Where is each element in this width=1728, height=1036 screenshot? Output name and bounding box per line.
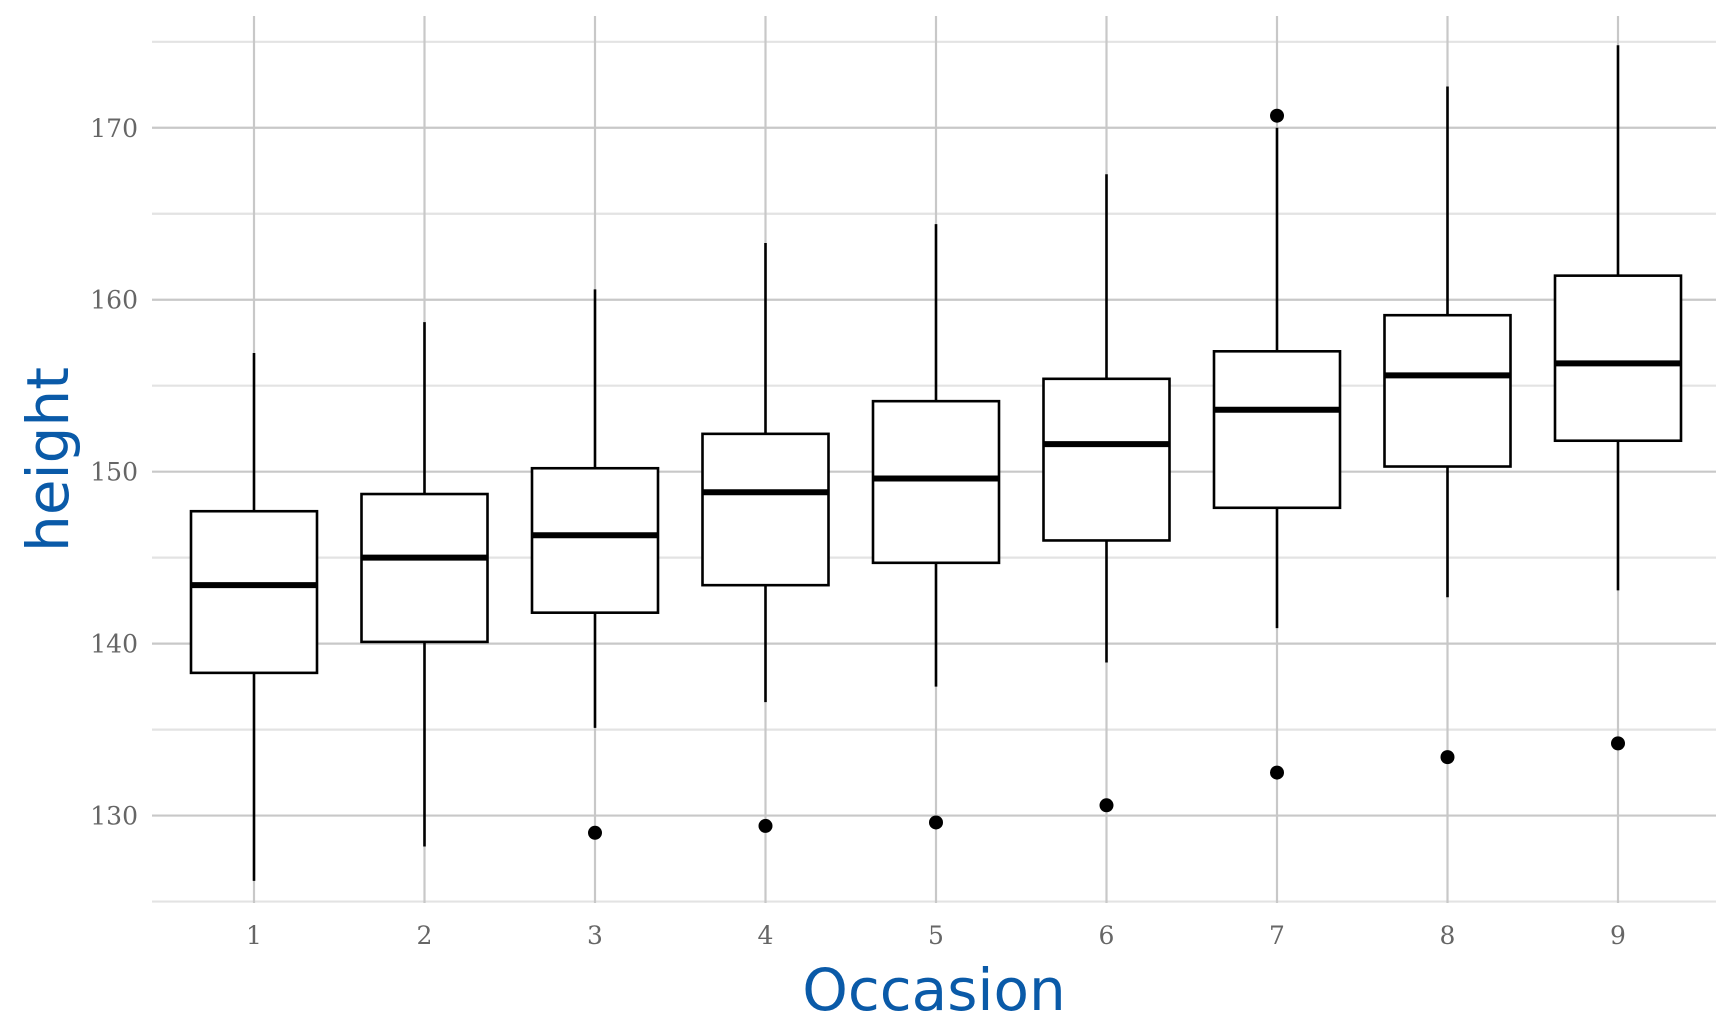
y-tick-label: 170 [90, 114, 138, 143]
box-iqr [360, 492, 489, 644]
outlier-point [1611, 736, 1625, 751]
outlier-point [929, 815, 943, 830]
y-tick-label: 150 [90, 458, 138, 487]
box-6 [1042, 174, 1171, 813]
x-axis-title: Occasion [802, 956, 1066, 1024]
box-iqr [1042, 377, 1171, 542]
box-1 [189, 353, 319, 881]
outlier-point [1270, 765, 1284, 780]
tick-labels: 130 140 150 160 170 1 2 3 4 5 6 7 8 9 [90, 114, 1626, 950]
x-tick-label: 9 [1610, 921, 1626, 950]
box-9 [1553, 45, 1683, 751]
box-iqr [1212, 350, 1342, 510]
boxes [189, 45, 1683, 881]
x-tick-label: 2 [417, 921, 433, 950]
outlier-point [1270, 108, 1284, 123]
box-4 [701, 242, 830, 833]
box-iqr [701, 432, 830, 587]
y-axis-title: height [14, 367, 82, 552]
y-tick-label: 160 [90, 286, 138, 315]
x-tick-label: 7 [1269, 921, 1285, 950]
box-5 [871, 224, 1001, 830]
y-tick-label: 140 [90, 630, 138, 659]
box-iqr [189, 509, 319, 675]
x-tick-label: 8 [1440, 921, 1456, 950]
box-iqr [1383, 313, 1512, 468]
x-tick-label: 6 [1099, 921, 1115, 950]
y-tick-label: 130 [90, 802, 138, 831]
x-tick-label: 5 [928, 921, 944, 950]
box-iqr [530, 466, 660, 614]
outlier-point [1099, 798, 1114, 813]
box-3 [530, 289, 660, 840]
x-tick-label: 1 [246, 921, 262, 950]
outlier-point [588, 825, 602, 840]
box-iqr [1553, 274, 1683, 443]
outlier-point [758, 818, 773, 833]
outlier-point [1440, 750, 1455, 765]
x-tick-label: 3 [587, 921, 603, 950]
box-2 [360, 322, 489, 847]
box-iqr [871, 399, 1001, 565]
box-8 [1383, 86, 1512, 765]
box-7 [1212, 108, 1342, 780]
x-tick-label: 4 [758, 921, 774, 950]
